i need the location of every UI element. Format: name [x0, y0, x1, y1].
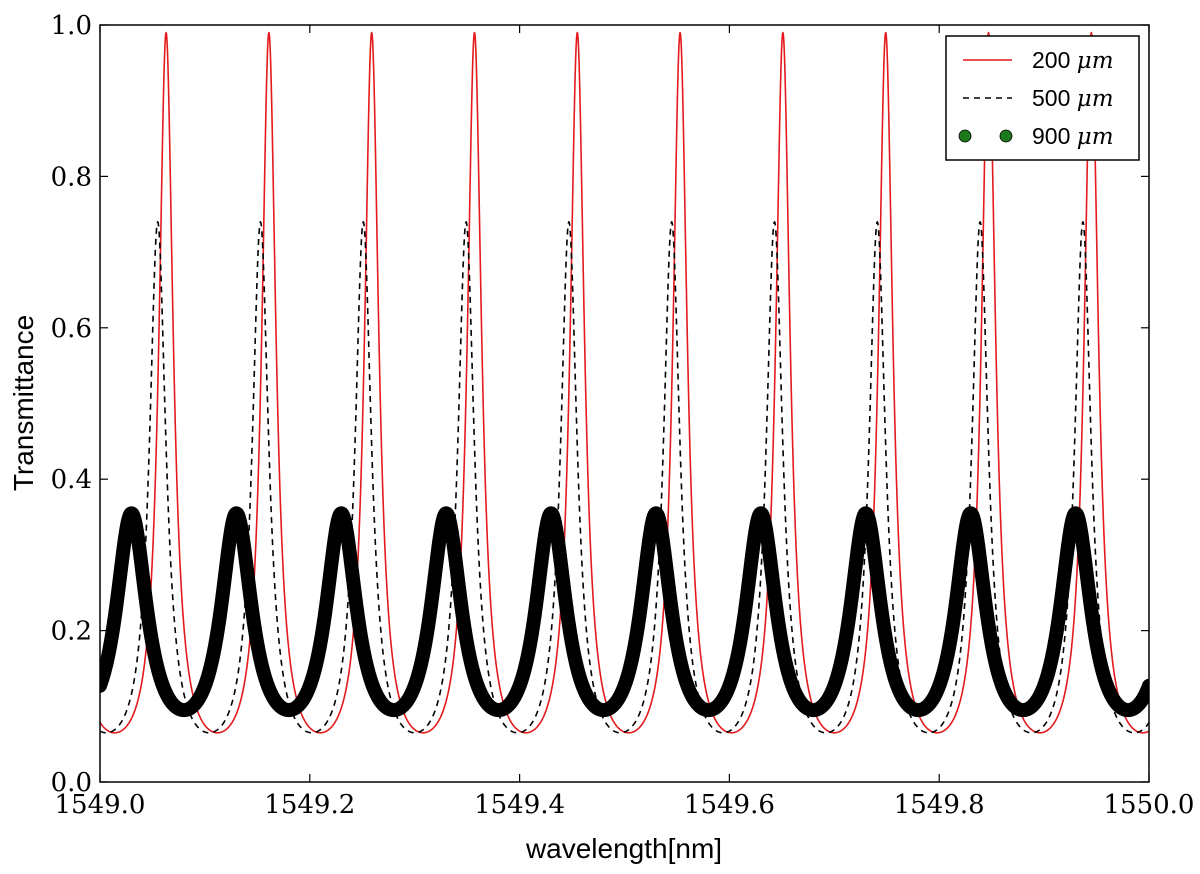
- series-line-500: [100, 221, 1149, 734]
- y-tick-label: 0.2: [51, 617, 92, 647]
- x-axis-label: wavelength[nm]: [525, 833, 722, 864]
- axis-ticks: 1549.0 1549.2 1549.4 1549.6 1549.8 1550.0 0.0 0…: [51, 11, 1195, 820]
- series-line-900: [100, 506, 1149, 718]
- plot-series: [100, 31, 1149, 734]
- y-tick-label: 0.0: [51, 768, 92, 798]
- y-tick-label: 1.0: [51, 11, 92, 41]
- y-axis-label: Transmittance: [8, 315, 39, 491]
- y-tick-label: 0.4: [51, 465, 92, 495]
- x-tick-label: 1550.0: [1104, 790, 1195, 820]
- legend-label-900: 900 μm: [1032, 123, 1114, 150]
- y-tick-label: 0.8: [51, 162, 92, 192]
- legend-label-500: 500 μm: [1032, 85, 1114, 112]
- legend-label-200: 200 μm: [1032, 47, 1114, 74]
- x-tick-label: 1549.4: [474, 790, 565, 820]
- legend-marker-900: [958, 129, 972, 143]
- x-tick-label: 1549.2: [264, 790, 355, 820]
- legend-marker-900: [999, 129, 1013, 143]
- plot-frame: [99, 24, 1150, 783]
- x-tick-label: 1549.8: [894, 790, 985, 820]
- y-tick-label: 0.6: [51, 314, 92, 344]
- x-tick-label: 1549.0: [55, 790, 146, 820]
- legend: 200 μm 500 μm 900 μm: [945, 35, 1140, 161]
- x-tick-label: 1549.6: [684, 790, 775, 820]
